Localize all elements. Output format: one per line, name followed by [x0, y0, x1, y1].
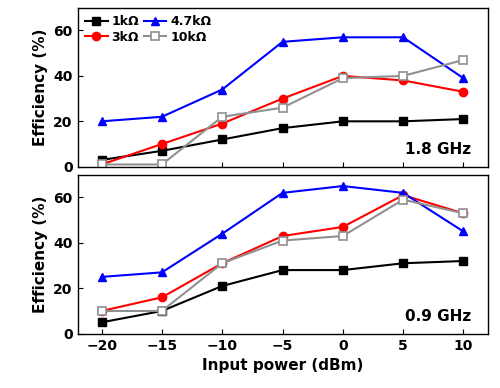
3kΩ — [98, 162, 104, 167]
Text: 1.8 GHz: 1.8 GHz — [405, 142, 471, 157]
1kΩ — [400, 119, 406, 124]
3kΩ — [159, 142, 165, 146]
3kΩ — [219, 121, 225, 126]
Y-axis label: Efficiency (%): Efficiency (%) — [32, 196, 48, 313]
Text: 0.9 GHz: 0.9 GHz — [405, 309, 471, 324]
4.7kΩ — [159, 114, 165, 119]
Line: 3kΩ: 3kΩ — [98, 72, 468, 169]
Legend: 1kΩ, 3kΩ, 4.7kΩ, 10kΩ: 1kΩ, 3kΩ, 4.7kΩ, 10kΩ — [84, 14, 212, 45]
Y-axis label: Efficiency (%): Efficiency (%) — [32, 29, 48, 146]
X-axis label: Input power (dBm): Input power (dBm) — [202, 358, 363, 373]
4.7kΩ — [280, 40, 285, 44]
1kΩ — [280, 126, 285, 130]
1kΩ — [98, 158, 104, 162]
10kΩ — [219, 114, 225, 119]
1kΩ — [460, 117, 466, 121]
1kΩ — [340, 119, 346, 124]
4.7kΩ — [340, 35, 346, 40]
3kΩ — [280, 96, 285, 101]
4.7kΩ — [219, 87, 225, 92]
Line: 10kΩ: 10kΩ — [98, 56, 468, 169]
10kΩ — [460, 58, 466, 62]
3kΩ — [460, 90, 466, 94]
Line: 1kΩ: 1kΩ — [98, 115, 468, 164]
1kΩ — [219, 137, 225, 142]
10kΩ — [400, 74, 406, 78]
10kΩ — [98, 162, 104, 167]
10kΩ — [280, 106, 285, 110]
4.7kΩ — [400, 35, 406, 40]
3kΩ — [340, 74, 346, 78]
10kΩ — [159, 162, 165, 167]
3kΩ — [400, 78, 406, 83]
Line: 4.7kΩ: 4.7kΩ — [98, 33, 468, 125]
4.7kΩ — [460, 76, 466, 80]
1kΩ — [159, 149, 165, 153]
4.7kΩ — [98, 119, 104, 124]
10kΩ — [340, 76, 346, 80]
